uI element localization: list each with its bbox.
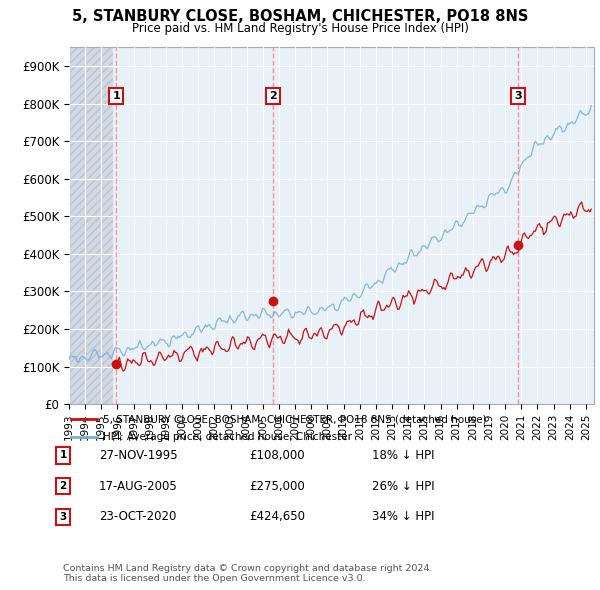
Polygon shape [69, 47, 113, 404]
Text: 1: 1 [59, 451, 67, 460]
Text: 3: 3 [514, 91, 522, 101]
Text: 34% ↓ HPI: 34% ↓ HPI [372, 510, 434, 523]
Text: HPI: Average price, detached house, Chichester: HPI: Average price, detached house, Chic… [103, 432, 352, 442]
Text: Contains HM Land Registry data © Crown copyright and database right 2024.
This d: Contains HM Land Registry data © Crown c… [63, 563, 433, 583]
Text: £424,650: £424,650 [249, 510, 305, 523]
Text: Price paid vs. HM Land Registry's House Price Index (HPI): Price paid vs. HM Land Registry's House … [131, 22, 469, 35]
Text: 3: 3 [59, 512, 67, 522]
Text: 5, STANBURY CLOSE, BOSHAM, CHICHESTER, PO18 8NS (detached house): 5, STANBURY CLOSE, BOSHAM, CHICHESTER, P… [103, 414, 486, 424]
Text: 17-AUG-2005: 17-AUG-2005 [99, 480, 178, 493]
Text: 26% ↓ HPI: 26% ↓ HPI [372, 480, 434, 493]
Text: £275,000: £275,000 [249, 480, 305, 493]
Text: 5, STANBURY CLOSE, BOSHAM, CHICHESTER, PO18 8NS: 5, STANBURY CLOSE, BOSHAM, CHICHESTER, P… [72, 9, 528, 24]
Text: 18% ↓ HPI: 18% ↓ HPI [372, 449, 434, 462]
Text: 23-OCT-2020: 23-OCT-2020 [99, 510, 176, 523]
Text: £108,000: £108,000 [249, 449, 305, 462]
Text: 1: 1 [112, 91, 120, 101]
Text: 27-NOV-1995: 27-NOV-1995 [99, 449, 178, 462]
Text: 2: 2 [59, 481, 67, 491]
Text: 2: 2 [269, 91, 277, 101]
